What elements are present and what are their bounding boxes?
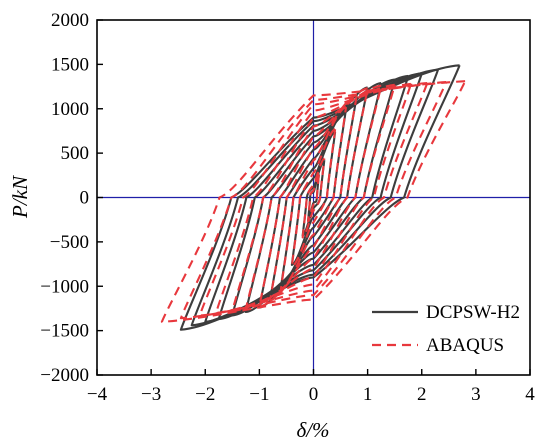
x-tick-label: −4 [87,384,108,405]
x-tick-label: 3 [471,384,481,405]
reference-lines [97,20,530,375]
x-tick-label: 2 [417,384,427,405]
loop-dcpsw-h2 [179,64,461,331]
loop-abaqus [160,80,467,323]
loop-abaqus [301,157,326,239]
x-tick-label: −1 [249,384,269,405]
legend-label-dcpsw-h2: DCPSW-H2 [426,302,520,323]
loop-abaqus [290,128,337,268]
y-tick-label: 1500 [51,54,89,75]
y-axis-ticks: −2000 −1500 −1000 −500 0 500 1000 1500 2000 [40,10,103,386]
x-tick-label: 0 [309,384,319,405]
loop-abaqus [307,172,320,223]
legend-label-abaqus: ABAQUS [426,335,504,356]
y-tick-label: 2000 [51,10,89,31]
x-tick-label: 1 [363,384,373,405]
loop-abaqus [179,81,448,320]
x-tick-label: 4 [525,384,535,405]
y-tick-label: −1500 [40,321,89,342]
y-tick-label: −2000 [40,365,89,386]
series-layer [160,64,467,331]
y-tick-label: −1000 [40,276,89,297]
x-tick-label: −3 [141,384,161,405]
loop-dcpsw-h2 [190,68,439,327]
x-tick-label: −2 [195,384,215,405]
y-tick-label: −500 [50,232,89,253]
y-tick-label: 1000 [51,99,89,120]
x-axis-title: δ/% [296,418,329,442]
loop-abaqus [269,93,358,302]
y-tick-label: 500 [61,143,90,164]
y-tick-label: 0 [80,188,90,209]
loop-abaqus [198,81,429,317]
series-abaqus [160,80,467,323]
legend: DCPSW-H2 ABAQUS [372,302,520,356]
y-axis-title: P/kN [8,175,32,219]
x-axis-ticks: −4 −3 −2 −1 0 1 2 3 4 [87,369,535,405]
